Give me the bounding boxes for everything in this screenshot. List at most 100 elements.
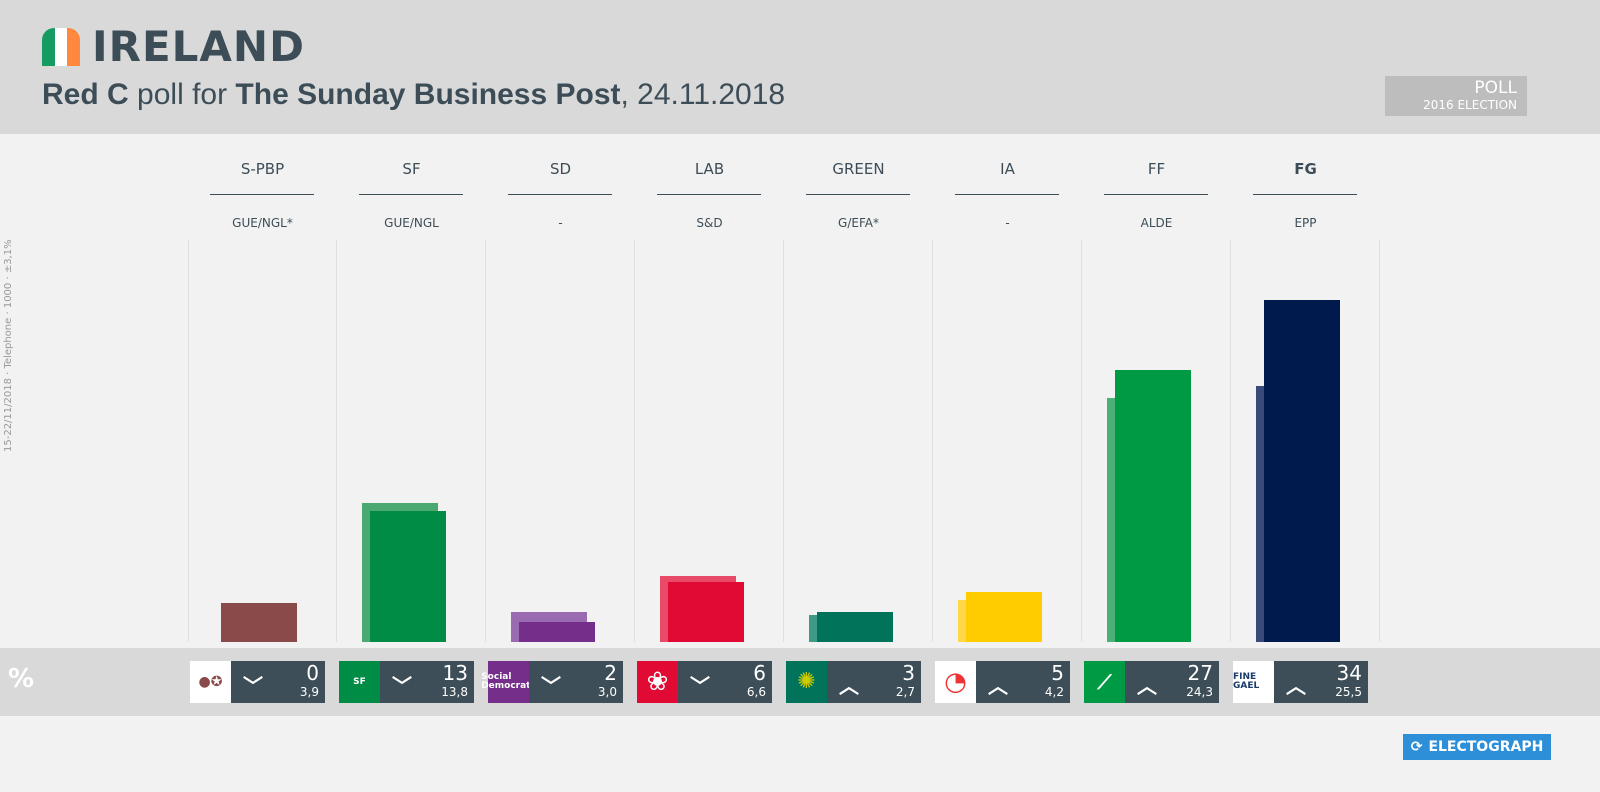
divider — [336, 240, 337, 642]
party-column: LAB S&D — [635, 150, 784, 642]
pollster: Red C — [42, 78, 129, 111]
party-logo-icon: ✺ — [786, 661, 827, 703]
result-values: ︿ 5 4,2 — [976, 661, 1070, 703]
divider — [1081, 240, 1082, 642]
brand-label: ELECTOGRAPH — [1428, 739, 1544, 755]
party-name: SF — [402, 160, 421, 178]
result-box: SF ﹀ 13 13,8 — [339, 661, 474, 703]
eu-group: G/EFA* — [838, 216, 879, 230]
client: The Sunday Business Post — [235, 78, 621, 111]
party-name: S-PBP — [240, 160, 285, 178]
divider — [485, 240, 486, 642]
party-underline — [359, 194, 463, 195]
divider — [1230, 240, 1231, 642]
party-column: SD - — [486, 150, 635, 642]
bar-poll — [1115, 370, 1191, 642]
result-box: ●✪ ﹀ 0 3,9 — [190, 661, 325, 703]
party-logo-icon: ◔ — [935, 661, 976, 703]
party-column: FF ALDE — [1082, 150, 1231, 642]
divider — [1379, 240, 1380, 642]
eu-group: - — [558, 216, 563, 230]
party-underline — [955, 194, 1059, 195]
result-box: ❀ ﹀ 6 6,6 — [637, 661, 772, 703]
chevron-down-icon: ﹀ — [243, 674, 263, 698]
party-underline — [1253, 194, 1357, 195]
eu-group: - — [1005, 216, 1010, 230]
party-logo-icon: SF — [339, 661, 380, 703]
divider — [783, 240, 784, 642]
party-underline — [657, 194, 761, 195]
eu-group: S&D — [696, 216, 723, 230]
result-values: ﹀ 0 3,9 — [231, 661, 325, 703]
bar-poll — [817, 611, 893, 642]
party-column: GREEN G/EFA* — [784, 150, 933, 642]
eu-group: GUE/NGL — [384, 216, 439, 230]
ireland-flag-icon — [42, 28, 80, 66]
result-box: FINE GAEL ︿ 34 25,5 — [1233, 661, 1368, 703]
result-values: ︿ 34 25,5 — [1274, 661, 1368, 703]
party-logo-icon: ⟋ — [1084, 661, 1125, 703]
party-name: FG — [1294, 160, 1317, 178]
party-name: FF — [1147, 160, 1166, 178]
party-underline — [508, 194, 612, 195]
party-logo-icon: Social Democrats — [481, 661, 536, 703]
eu-group: EPP — [1294, 216, 1317, 230]
badge-bottom: 2016 ELECTION — [1423, 98, 1517, 112]
eu-group: ALDE — [1140, 216, 1173, 230]
chevron-up-icon: ︿ — [839, 674, 859, 698]
election-value: 3,0 — [597, 685, 617, 699]
party-underline — [806, 194, 910, 195]
side-note: 15-22/11/2018 · Telephone · 1000 · ±3,1% — [3, 239, 14, 452]
bar-poll — [668, 581, 744, 642]
result-box: ✺ ︿ 3 2,7 — [786, 661, 921, 703]
election-value: 4,2 — [1044, 685, 1064, 699]
header: IRELAND Red C poll for The Sunday Busine… — [0, 0, 1600, 134]
divider — [634, 240, 635, 642]
party-name: IA — [1000, 160, 1015, 178]
bar-poll — [221, 602, 297, 642]
poll-badge: POLL 2016 ELECTION — [1385, 76, 1527, 116]
election-value: 6,6 — [746, 685, 766, 699]
poll-subtitle: Red C poll for The Sunday Business Post,… — [42, 78, 785, 112]
eu-group: GUE/NGL* — [232, 216, 293, 230]
election-value: 3,9 — [299, 685, 319, 699]
result-values: ﹀ 13 13,8 — [380, 661, 474, 703]
party-logo-icon: FINE GAEL — [1233, 661, 1274, 703]
country-title: IRELAND — [92, 22, 305, 71]
poll-value: 6 — [753, 661, 766, 685]
party-column: SF GUE/NGL — [337, 150, 486, 642]
chevron-up-icon: ︿ — [1286, 674, 1306, 698]
party-name: LAB — [694, 160, 725, 178]
bar-poll — [370, 511, 446, 642]
bar-poll — [966, 591, 1042, 642]
poll-value: 2 — [604, 661, 617, 685]
result-values: ﹀ 2 3,0 — [529, 661, 623, 703]
party-name: GREEN — [832, 160, 885, 178]
chevron-up-icon: ︿ — [988, 674, 1008, 698]
bar-poll — [519, 621, 595, 642]
chevron-up-icon: ︿ — [1137, 674, 1157, 698]
party-logo-icon: ●✪ — [190, 661, 231, 703]
election-value: 2,7 — [895, 685, 915, 699]
poll-for: poll for — [137, 78, 228, 111]
election-value: 24,3 — [1186, 685, 1213, 699]
party-column: IA - — [933, 150, 1082, 642]
percent-label: % — [8, 664, 35, 694]
result-values: ︿ 27 24,3 — [1125, 661, 1219, 703]
party-logo-icon: ❀ — [637, 661, 678, 703]
badge-top: POLL — [1474, 78, 1517, 98]
party-underline — [210, 194, 314, 195]
electograph-logo[interactable]: ⟳ ELECTOGRAPH — [1403, 734, 1551, 760]
election-value: 13,8 — [441, 685, 468, 699]
party-name: SD — [549, 160, 572, 178]
result-box: ◔ ︿ 5 4,2 — [935, 661, 1070, 703]
result-box: Social Democrats ﹀ 2 3,0 — [481, 661, 623, 703]
poll-value: 0 — [306, 661, 319, 685]
poll-value: 3 — [902, 661, 915, 685]
divider — [188, 240, 189, 642]
party-underline — [1104, 194, 1208, 195]
chevron-down-icon: ﹀ — [541, 674, 561, 698]
result-values: ︿ 3 2,7 — [827, 661, 921, 703]
divider — [932, 240, 933, 642]
bar-poll — [1264, 300, 1340, 642]
